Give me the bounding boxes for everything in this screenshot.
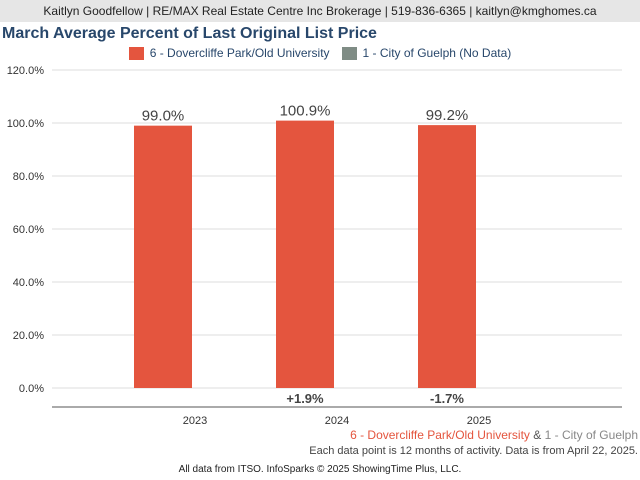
x-tick-label: 2023 [183,415,207,427]
y-tick-label: 0.0% [19,383,44,395]
legend-swatch-series-1 [128,46,144,60]
x-tick-label: 2024 [325,415,349,427]
y-tick-label: 120.0% [7,65,45,77]
chart-title: March Average Percent of Last Original L… [2,25,377,42]
y-tick-label: 40.0% [13,277,44,289]
y-tick-label: 60.0% [13,224,44,236]
change-label: -1.7% [430,391,464,406]
data-label: 99.0% [142,108,185,125]
chart-legend: 6 - Dovercliffe Park/Old University 1 - … [0,44,640,62]
footer-note: Each data point is 12 months of activity… [309,445,638,457]
y-tick-label: 20.0% [13,330,44,342]
bar [276,120,334,389]
bar-chart: 0.0% 20.0% 40.0% 60.0% 80.0% 100.0% 120.0% 99.0… [7,65,622,427]
change-label: +1.9% [286,391,324,406]
bar [418,125,476,388]
legend-label-series-2: 1 - City of Guelph (No Data) [362,46,512,60]
contact-header: Kaitlyn Goodfellow | RE/MAX Real Estate … [0,0,640,22]
y-tick-label: 100.0% [7,118,45,130]
footer-source: All data from ITSO. InfoSparks © 2025 Sh… [178,464,462,475]
footer-amp: & [533,428,542,442]
legend-label-series-1: 6 - Dovercliffe Park/Old University [149,46,330,60]
legend-item-series-2[interactable]: 1 - City of Guelph (No Data) [341,46,512,60]
bar [134,125,192,389]
footer-series-1: 6 - Dovercliffe Park/Old University [350,428,530,442]
data-label: 100.9% [280,103,331,120]
x-tick-label: 2025 [467,415,491,427]
legend-item-series-1[interactable]: 6 - Dovercliffe Park/Old University [128,46,330,60]
y-tick-label: 80.0% [13,171,44,183]
data-label: 99.2% [426,107,469,124]
legend-swatch-series-2 [341,46,357,60]
footer-series-caption: 6 - Dovercliffe Park/Old University & 1 … [350,428,638,442]
footer-series-2: 1 - City of Guelph [544,428,638,442]
